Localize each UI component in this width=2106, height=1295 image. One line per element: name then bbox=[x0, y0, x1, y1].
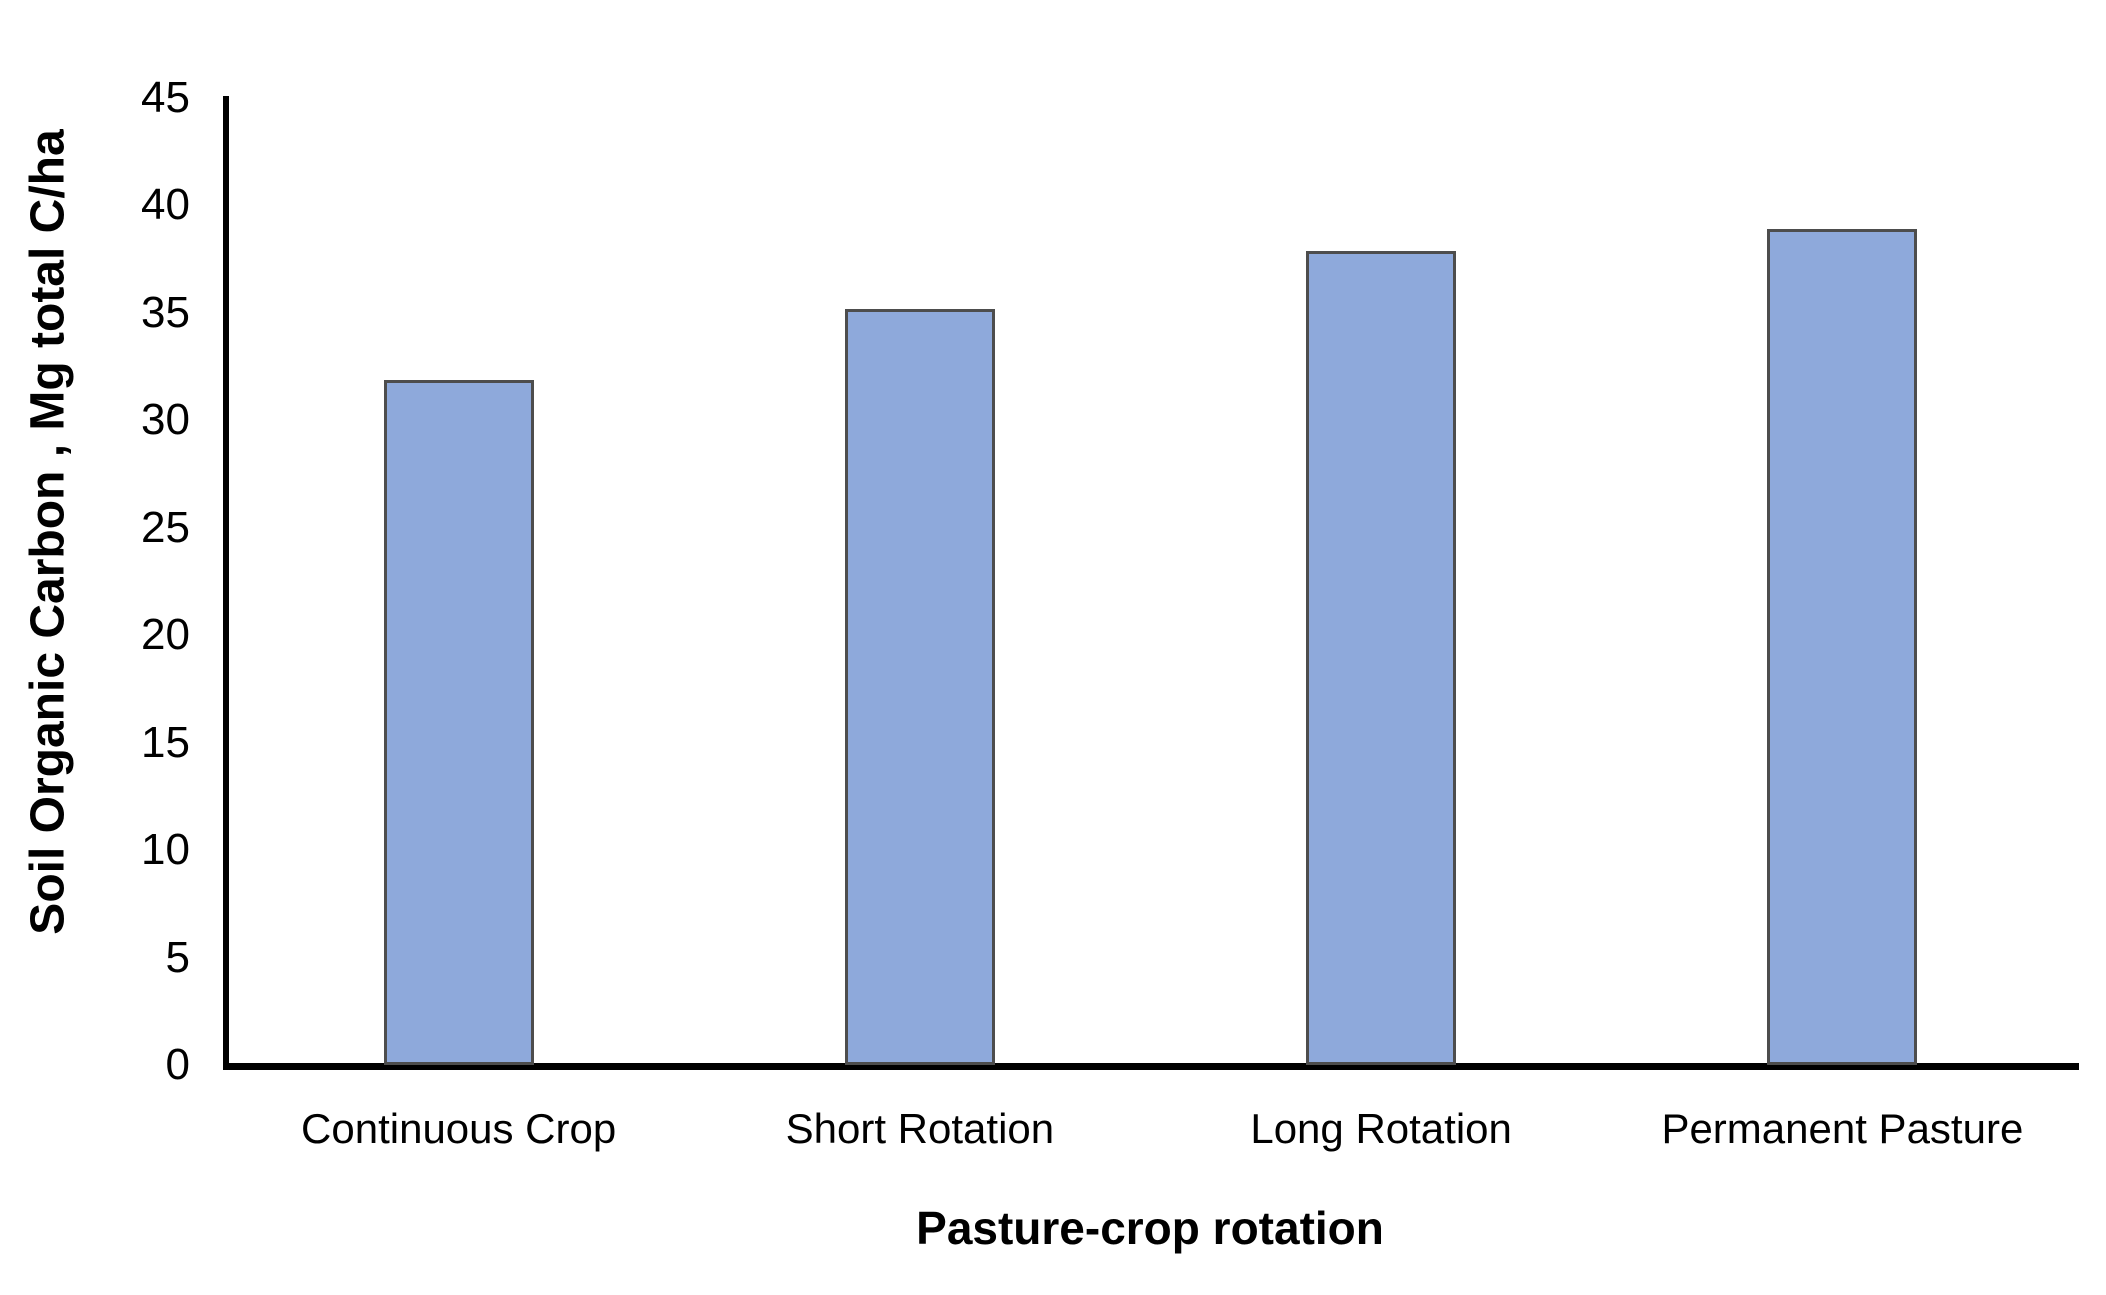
bar-continuous-crop bbox=[383, 379, 534, 1065]
y-tick-label-15: 15 bbox=[141, 717, 190, 767]
x-axis-title: Pasture-crop rotation bbox=[916, 1202, 1384, 1254]
y-tick-label-25: 25 bbox=[141, 502, 190, 552]
bar-permanent-pasture bbox=[1767, 229, 1918, 1065]
y-tick-label-45: 45 bbox=[141, 73, 190, 122]
y-tick-label-35: 35 bbox=[141, 287, 190, 337]
y-tick-label-40: 40 bbox=[141, 180, 190, 230]
bar-short-rotation bbox=[844, 308, 995, 1065]
x-category-label-permanent-pasture: Permanent Pasture bbox=[1661, 1105, 2024, 1152]
y-tick-label-30: 30 bbox=[141, 395, 190, 445]
bar-long-rotation bbox=[1306, 250, 1457, 1065]
y-tick-label-0: 0 bbox=[165, 1040, 190, 1089]
y-tick-label-10: 10 bbox=[141, 825, 190, 875]
y-tick-label-5: 5 bbox=[165, 932, 190, 982]
x-category-label-short-rotation: Short Rotation bbox=[785, 1105, 1055, 1152]
x-category-label-continuous-crop: Continuous Crop bbox=[301, 1105, 617, 1152]
y-axis-line bbox=[223, 96, 229, 1070]
y-tick-label-20: 20 bbox=[141, 610, 190, 660]
x-category-label-long-rotation: Long Rotation bbox=[1250, 1105, 1512, 1152]
x-axis-line bbox=[223, 1063, 2079, 1070]
